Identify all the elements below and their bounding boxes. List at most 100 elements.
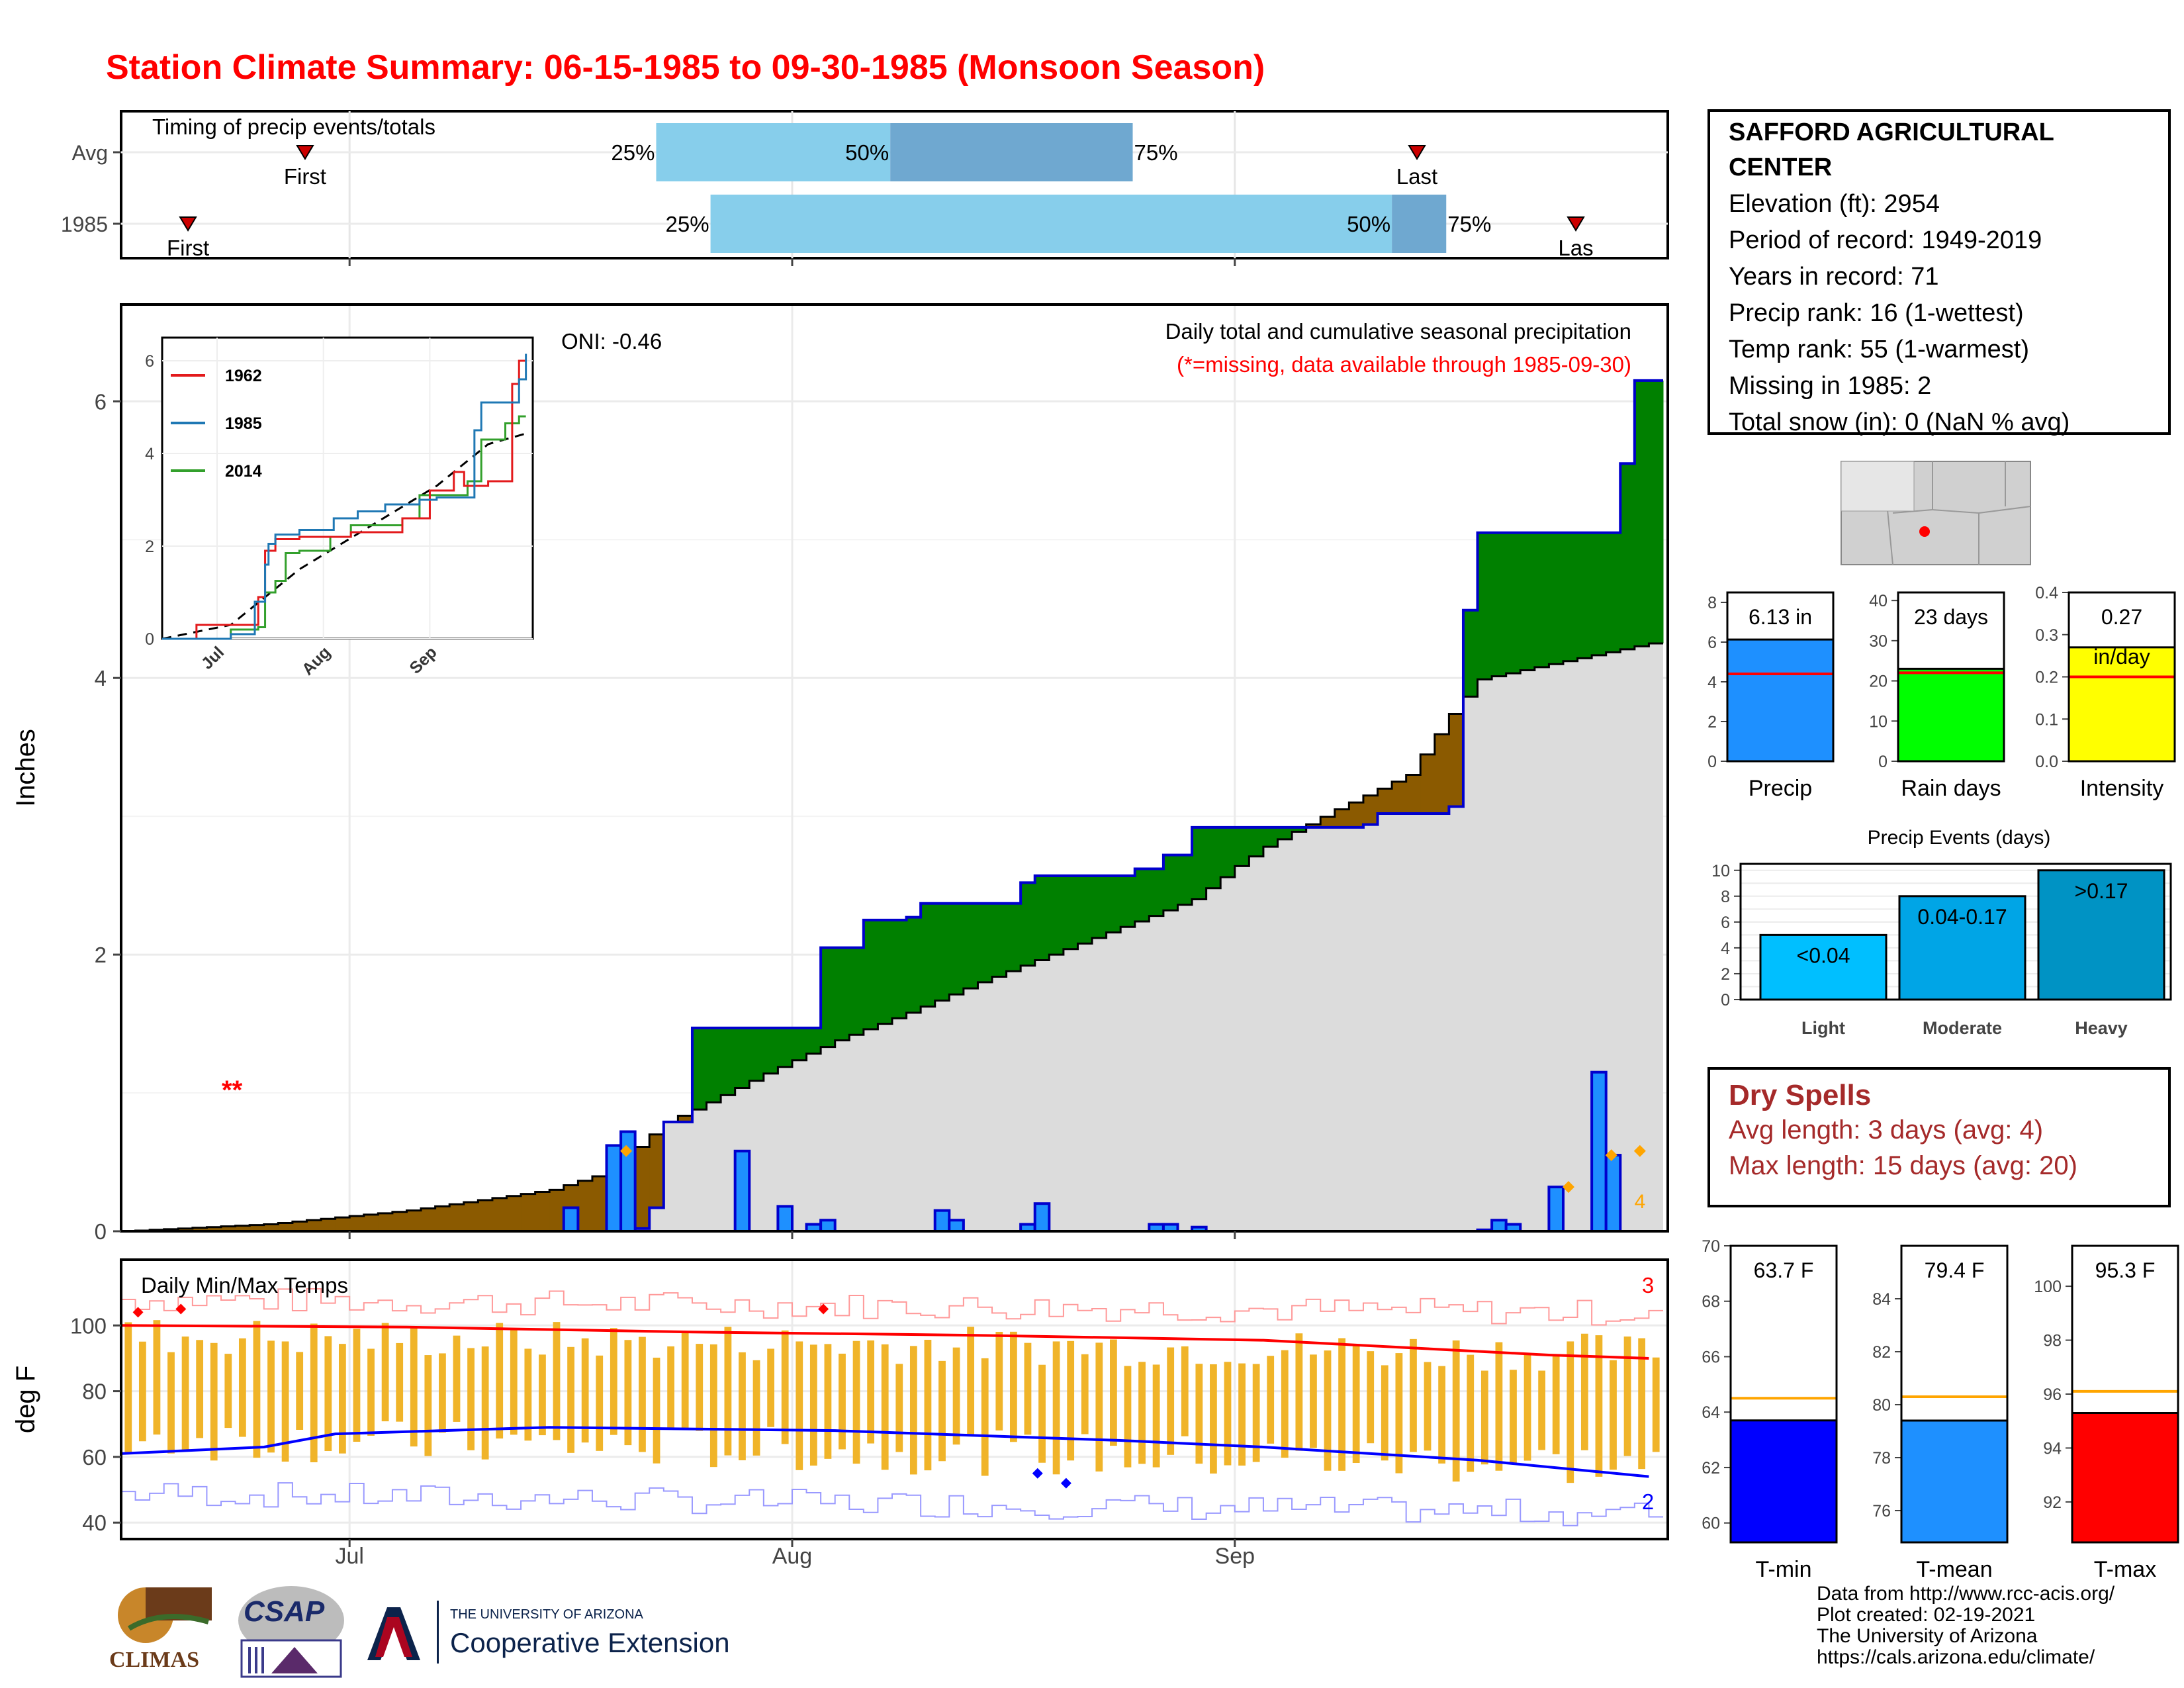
main-ytick-label-6: 6	[95, 389, 107, 414]
precip-diff-band	[1634, 380, 1649, 647]
mini-bar-frame-1	[1897, 591, 2005, 763]
x-axis: Jul Aug Sep	[335, 1544, 1255, 1569]
temp-bar-value-label-0: 63.7 F	[1754, 1258, 1814, 1282]
record-count-label: 4	[1635, 1191, 1646, 1213]
precip-diff-band	[1192, 827, 1207, 900]
precip-diff-band	[192, 1227, 207, 1231]
temp-ylabel: deg F	[11, 1366, 40, 1433]
timing-p25-label-1: 25%	[666, 212, 709, 236]
timing-iqr-low-0	[656, 123, 891, 181]
daily-temp-bar	[253, 1321, 261, 1458]
climas-logo-text: CLIMAS	[109, 1648, 200, 1672]
credit-plot-created: Plot created: 02-19-2021	[1817, 1604, 2036, 1626]
daily-temp-bar	[1338, 1338, 1345, 1471]
info-years: Years in record: 71	[1729, 263, 1939, 291]
events-tick-label-10: 10	[1711, 862, 1730, 880]
event-bar-1	[1898, 895, 2026, 1001]
daily-temp-bar	[639, 1336, 646, 1452]
temp-bar-tick-label-0-2: 64	[1702, 1403, 1720, 1422]
mini-bar-tick-label-0-1: 2	[1707, 713, 1717, 731]
mini-bar-tick-label-0-2: 4	[1707, 673, 1717, 692]
daily-temp-bar	[1623, 1336, 1631, 1456]
csap-logo[interactable]: CSAP	[232, 1581, 347, 1680]
x-tick-label-0: Jul	[335, 1544, 363, 1569]
daily-temp-bar	[1410, 1338, 1417, 1452]
temp-bar-tick-label-1-0: 76	[1872, 1502, 1891, 1521]
precip-diff-band	[235, 1225, 250, 1231]
mini-bar-label-1: Rain days	[1901, 776, 2001, 801]
daily-temp-bar	[267, 1340, 275, 1453]
temp-bar-frame-1	[1900, 1244, 2009, 1544]
daily-temp-bar	[1238, 1363, 1246, 1466]
precip-diff-band	[1606, 532, 1621, 653]
precip-diff-band	[835, 947, 850, 1041]
temp-bar-tick-label-2-4: 100	[2034, 1278, 2062, 1296]
daily-precip-bar	[1547, 1186, 1565, 1233]
daily-precip-bar	[1033, 1202, 1051, 1233]
precip-diff-band	[1334, 809, 1349, 827]
mini-bar-tick-label-0-0: 0	[1707, 753, 1717, 771]
temp-bar-value-2	[2071, 1412, 2179, 1544]
missing-marker: **	[222, 1076, 243, 1105]
precip-diff-band	[978, 903, 993, 982]
record-high-line	[120, 1288, 1663, 1326]
precip-diff-band	[250, 1225, 265, 1231]
precip-diff-band	[206, 1227, 222, 1231]
mini-bar-tick-label-0-3: 6	[1707, 633, 1717, 652]
precip-diff-band	[1563, 532, 1578, 661]
daily-temp-bar	[709, 1344, 717, 1468]
mini-bar-value-label-2-1: in/day	[2093, 645, 2150, 669]
daily-temp-bar	[238, 1338, 246, 1437]
events-frame	[1739, 863, 2172, 1001]
precip-diff-band	[1049, 875, 1064, 955]
info-temp-rank: Temp rank: 55 (1-warmest)	[1729, 336, 2030, 363]
record-diamond-0	[620, 1145, 633, 1157]
daily-temp-bar	[281, 1341, 289, 1462]
mini-bar-tick-label-2-1: 0.1	[2035, 710, 2058, 729]
avg-cumulative-area	[121, 643, 1663, 1231]
summary-bars: 0 2 4 6 8 6.13 in Precip 0 10 20 30 40 23 days Rain d…	[1707, 584, 2176, 801]
record-low-diamond-0	[1032, 1468, 1043, 1479]
daily-temp-bar	[881, 1344, 889, 1470]
temp-ytick-label-80: 80	[82, 1380, 107, 1404]
mini-bar-value-label-0-0: 6.13 in	[1749, 605, 1812, 629]
daily-temp-bar	[796, 1341, 803, 1470]
daily-temp-bar	[1467, 1354, 1475, 1472]
daily-temp-bar	[339, 1344, 346, 1454]
main-ytick-label-4: 4	[95, 666, 107, 690]
timing-iqr-high-0	[890, 123, 1133, 181]
precip-diff-band	[1549, 532, 1564, 665]
daily-temp-bar	[767, 1348, 775, 1427]
daily-temp-bar	[1110, 1339, 1117, 1446]
info-precip-rank: Precip rank: 16 (1-wettest)	[1729, 299, 2024, 327]
timing-p50-label-1: 50%	[1347, 212, 1390, 236]
daily-temp-bar	[410, 1327, 418, 1447]
precip-diff-band	[1306, 824, 1321, 827]
daily-temp-bar	[1124, 1366, 1132, 1468]
temp-frame	[120, 1258, 1669, 1540]
daily-temp-bar	[1552, 1354, 1560, 1454]
precip-diff-band	[535, 1192, 550, 1231]
daily-temp-bar	[653, 1357, 660, 1464]
precip-diff-band	[1263, 827, 1278, 847]
ua-cooperative-extension-logo[interactable]: THE UNIVERSITY OF ARIZONA Cooperative Ex…	[361, 1601, 745, 1667]
daily-temp-bar	[396, 1342, 404, 1422]
events-title: Precip Events (days)	[1868, 827, 2051, 849]
climas-logo[interactable]: CLIMAS	[109, 1582, 218, 1675]
precip-diff-band	[292, 1221, 307, 1231]
daily-temp-bar	[1252, 1364, 1260, 1462]
temp-bar-tick-label-0-5: 70	[1702, 1237, 1720, 1256]
precip-diff-band	[1520, 532, 1535, 671]
inset-ytick-label-4: 4	[145, 445, 154, 463]
inset-ytick-label-6: 6	[145, 352, 154, 371]
location-map	[1841, 461, 2031, 565]
inset-legend-label-0: 1962	[225, 367, 262, 385]
temp-bar-frame-2	[2071, 1244, 2179, 1544]
precip-diff-band	[649, 1134, 664, 1208]
precip-diff-band	[963, 903, 978, 989]
daily-temp-bar	[167, 1352, 175, 1454]
precip-diff-band	[1034, 875, 1050, 961]
record-high-diamond-0	[132, 1307, 144, 1318]
precip-diff-band	[278, 1223, 293, 1231]
precip-diff-band	[1534, 532, 1549, 667]
